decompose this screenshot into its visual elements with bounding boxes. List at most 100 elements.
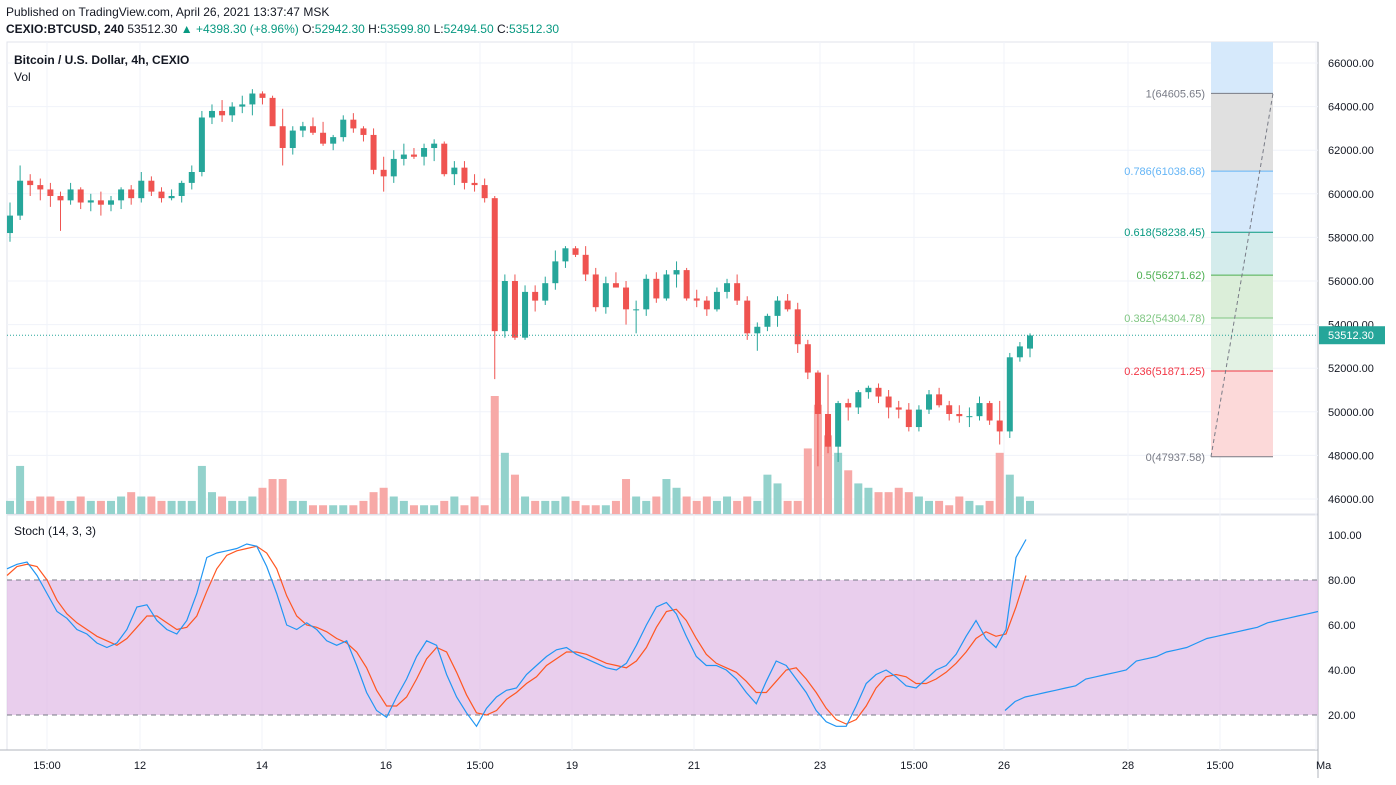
volume-bar	[793, 500, 802, 514]
time-tick-label: Ma	[1316, 760, 1332, 772]
candle-body	[229, 106, 236, 116]
volume-bar	[904, 492, 913, 514]
volume-bar	[864, 487, 873, 514]
candle-body	[451, 167, 458, 175]
candle-body	[683, 270, 690, 299]
candle-body	[410, 154, 417, 157]
time-tick-label: 15:00	[1206, 760, 1234, 772]
fib-zone	[1211, 371, 1273, 457]
candle-body	[97, 200, 104, 205]
volume-bar	[773, 483, 782, 514]
volume-bar	[127, 492, 136, 514]
price-tick-label: 52000.00	[1328, 363, 1374, 375]
price-tick-label: 56000.00	[1328, 276, 1374, 288]
candle-body	[703, 300, 710, 310]
volume-bar	[187, 500, 196, 514]
high-label: H:	[368, 22, 381, 36]
volume-bar	[894, 487, 903, 514]
price-tick-label: 66000.00	[1328, 58, 1374, 70]
candle-body	[784, 300, 791, 310]
time-tick-label: 14	[256, 760, 268, 772]
candle-body	[754, 326, 761, 334]
volume-bar	[480, 505, 489, 514]
candle-body	[875, 387, 882, 397]
candle-body	[915, 409, 922, 428]
main-series-legend[interactable]: Bitcoin / U.S. Dollar, 4h, CEXIO	[14, 53, 190, 67]
volume-bar	[1005, 474, 1014, 514]
candle-body	[623, 287, 630, 310]
candle-body	[996, 420, 1003, 432]
candle-body	[865, 387, 872, 393]
volume-bar	[763, 474, 772, 514]
volume-bar	[86, 500, 95, 514]
candle-body	[926, 394, 933, 410]
candle-body	[37, 185, 44, 190]
candle-body	[198, 117, 205, 172]
published-caption: Published on TradingView.com, April 26, …	[6, 5, 330, 19]
stoch-tick-label: 80.00	[1328, 575, 1356, 587]
candle-body	[148, 180, 155, 192]
candle-body	[118, 189, 125, 201]
close-label: C:	[497, 22, 509, 36]
volume-legend[interactable]: Vol	[14, 70, 31, 84]
candle-body	[249, 93, 256, 105]
volume-bar	[611, 500, 620, 514]
volume-bar	[359, 500, 368, 514]
volume-bar	[440, 500, 449, 514]
time-tick-label: 15:00	[900, 760, 928, 772]
volume-bar	[1026, 500, 1034, 514]
candle-body	[168, 195, 175, 199]
volume-bar	[844, 470, 853, 514]
stoch-legend[interactable]: Stoch (14, 3, 3)	[14, 524, 97, 538]
candle-body	[744, 300, 751, 334]
close-value: 53512.30	[509, 22, 560, 36]
candle-body	[633, 309, 640, 311]
volume-bar	[551, 500, 560, 514]
volume-bar	[349, 505, 358, 514]
fib-level-label: 1(64605.65)	[1146, 88, 1205, 100]
volume-bar	[682, 496, 691, 514]
candle-body	[511, 281, 518, 338]
volume-bar	[228, 500, 237, 514]
candle-body	[360, 128, 367, 135]
candle-body	[178, 182, 185, 196]
candle-body	[643, 278, 650, 310]
fib-level-label: 0.618(58238.45)	[1124, 227, 1205, 239]
volume-bar	[117, 496, 126, 514]
volume-bar	[329, 505, 338, 514]
price-tick-label: 50000.00	[1328, 407, 1374, 419]
candle-body	[47, 189, 54, 196]
volume-bar	[884, 492, 893, 514]
volume-bar	[500, 452, 509, 514]
candle-body	[713, 291, 720, 310]
volume-bar	[268, 479, 277, 514]
volume-bar	[985, 500, 994, 514]
candle-body	[390, 158, 397, 177]
candle-body	[259, 93, 266, 98]
volume-bar	[531, 500, 540, 514]
candle-body	[320, 132, 327, 144]
volume-bar	[207, 492, 216, 514]
candle-body	[67, 189, 74, 201]
volume-bar	[743, 496, 752, 514]
volume-bar	[76, 496, 85, 514]
last-price: 53512.30	[127, 22, 178, 36]
candle-body	[825, 413, 832, 447]
candle-body	[542, 283, 549, 301]
volume-bar	[965, 500, 974, 514]
candle-body	[350, 119, 357, 129]
volume-bar	[601, 505, 610, 514]
volume-bar	[218, 496, 227, 514]
candle-body	[552, 261, 559, 284]
volume-bar	[409, 505, 418, 514]
open-value: 52942.30	[314, 22, 365, 36]
volume-bar	[652, 496, 661, 514]
volume-bar	[824, 435, 833, 514]
price-tick-label: 62000.00	[1328, 145, 1374, 157]
candle-body	[219, 110, 226, 116]
volume-bar	[258, 487, 267, 514]
candle-body	[239, 104, 246, 107]
volume-bar	[783, 500, 792, 514]
volume-bar	[369, 492, 378, 514]
